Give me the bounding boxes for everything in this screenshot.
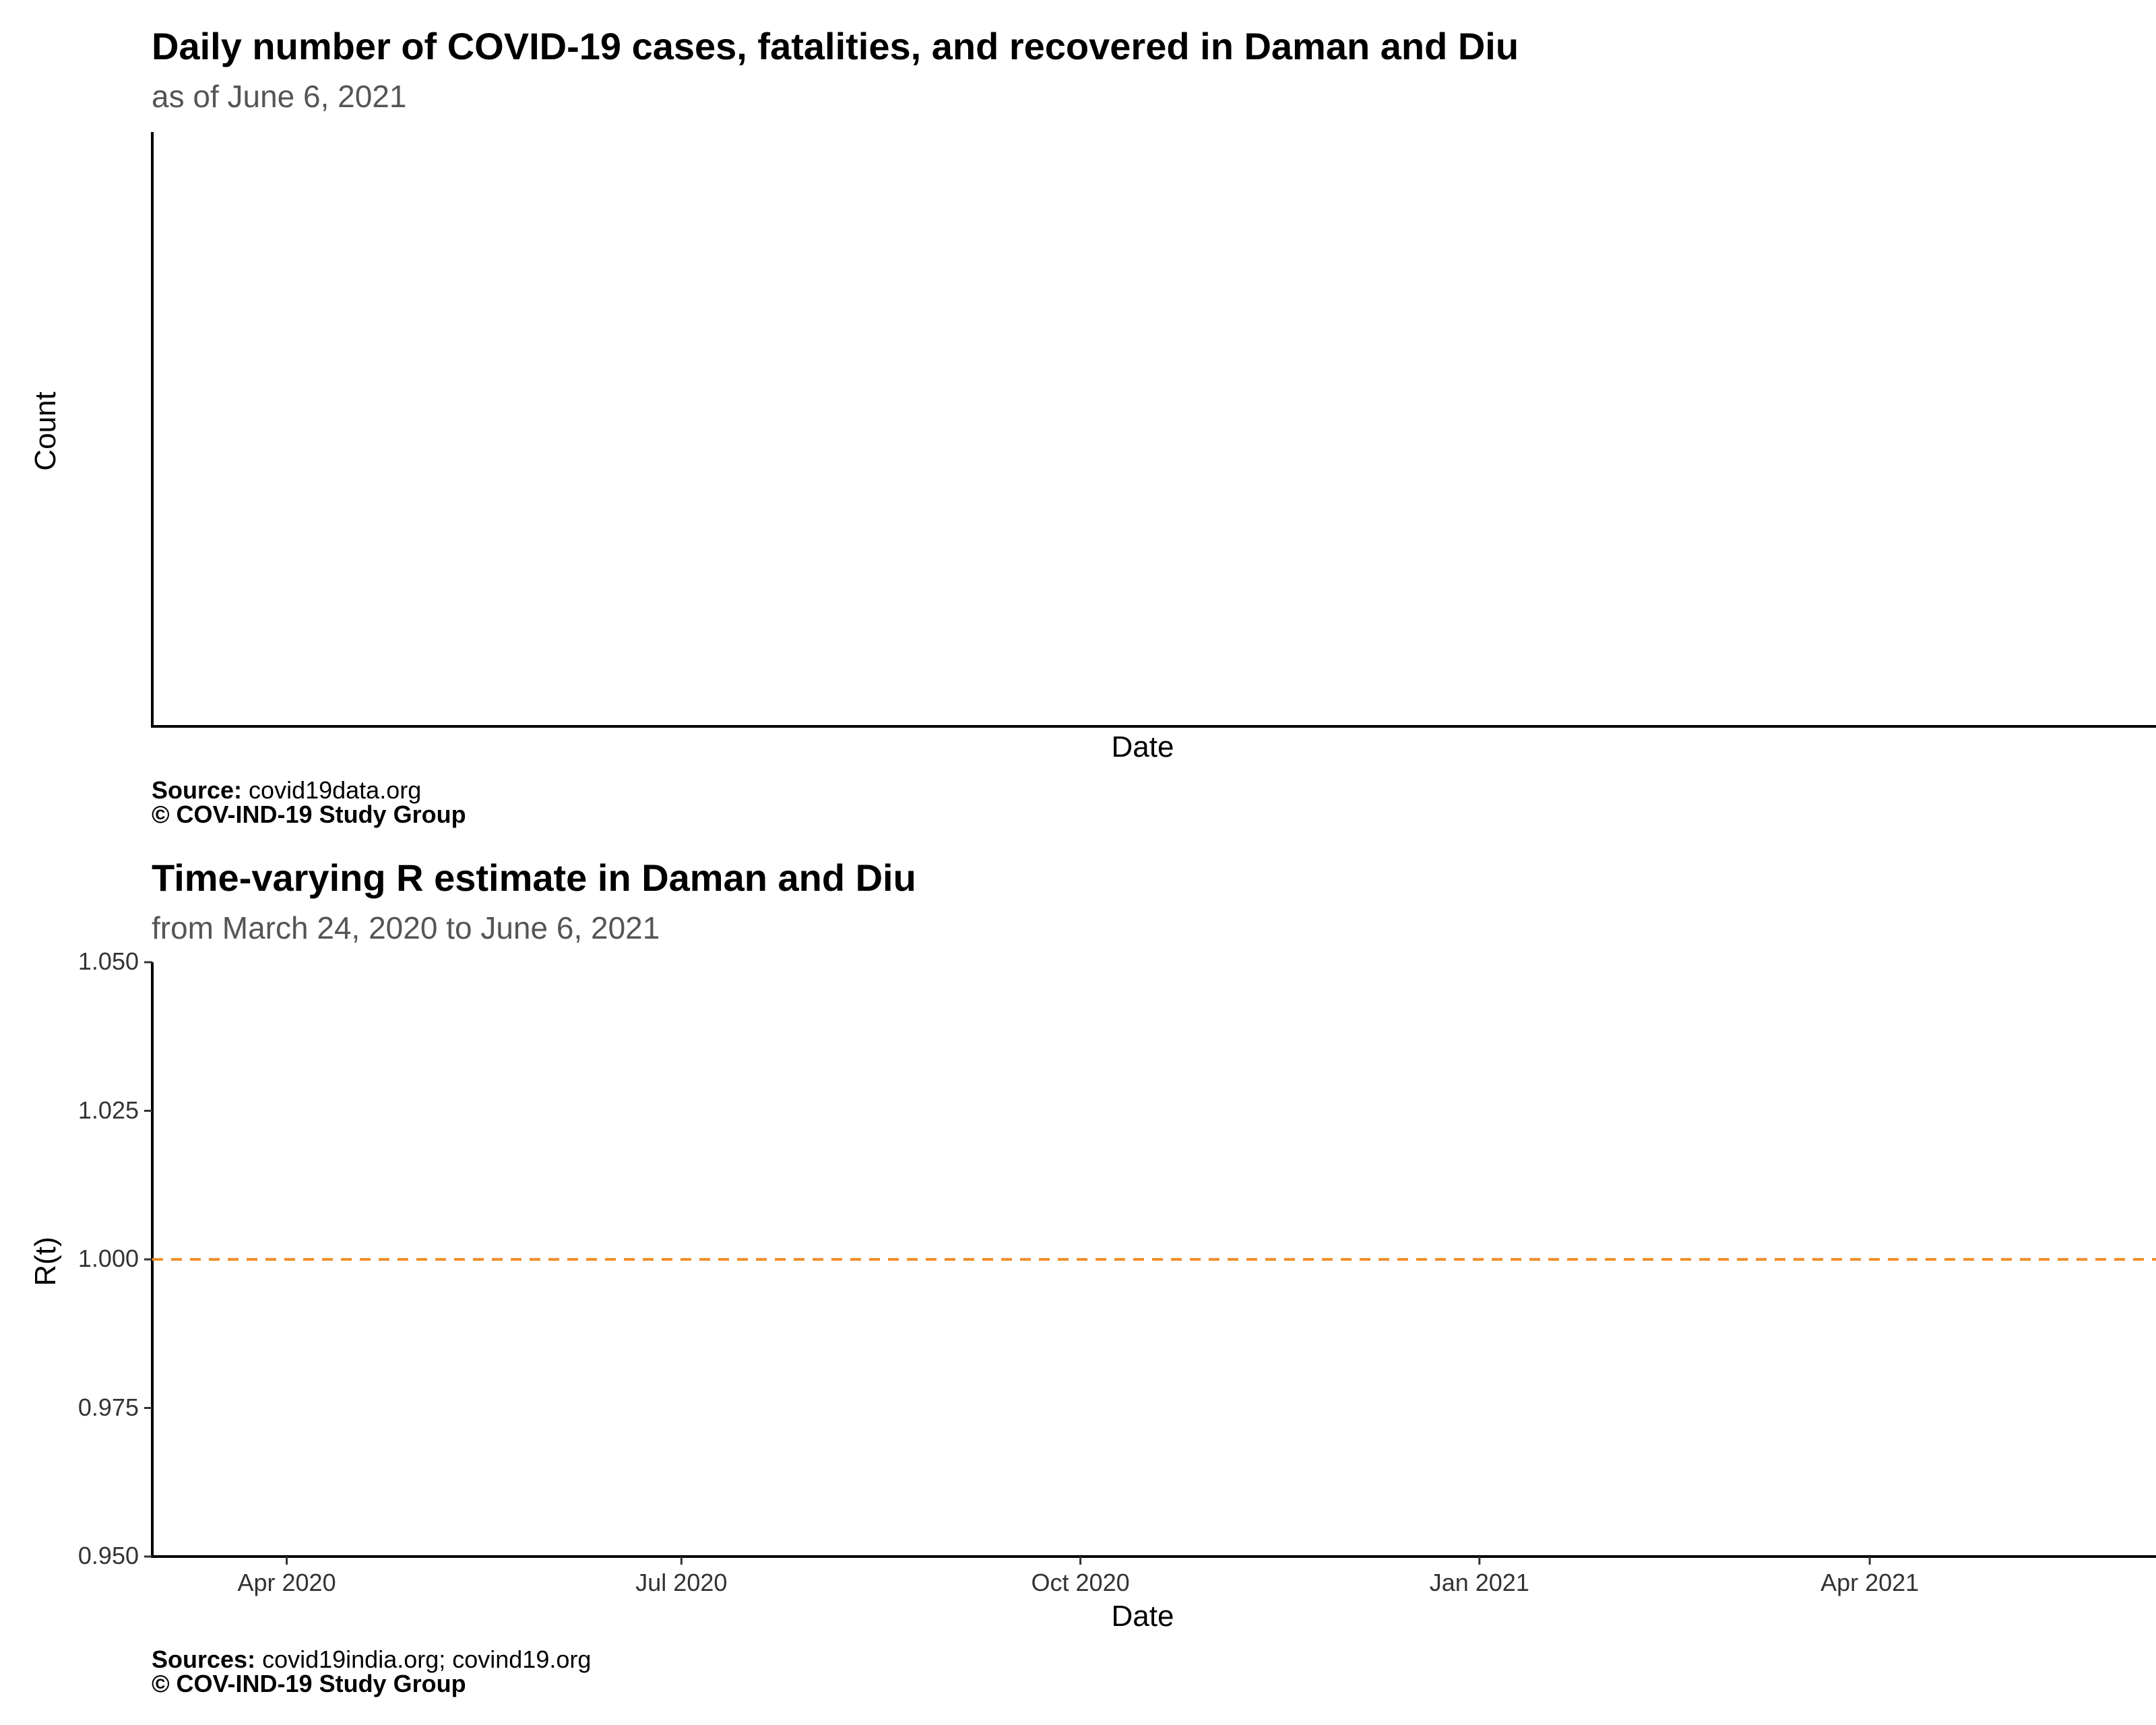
y-tick-label: 1.025 (77, 1096, 139, 1124)
chart1-copyright: © COV-IND-19 Study Group (152, 801, 466, 828)
chart2-source-caption: Sources: covid19india.org; covind19.org (152, 1645, 591, 1674)
x-tick-label: Oct 2020 (1031, 1569, 1130, 1596)
chart2-title: Time-varying R estimate in Daman and Diu (152, 856, 916, 899)
chart2-source-label: Sources: (152, 1645, 256, 1673)
chart1-source-label: Source: (152, 776, 243, 804)
chart1-subtitle: as of June 6, 2021 (152, 79, 407, 114)
y-tick-label: 0.975 (77, 1393, 139, 1421)
y-tick-label: 1.000 (77, 1245, 139, 1272)
x-tick-label: Apr 2020 (237, 1569, 336, 1596)
chart1-source-text: covid19data.org (242, 776, 422, 804)
chart2-copyright: © COV-IND-19 Study Group (152, 1670, 466, 1697)
chart2-subtitle: from March 24, 2020 to June 6, 2021 (152, 910, 660, 945)
chart2-x-axis-title: Date (1111, 1600, 1174, 1633)
chart2-source-text: covid19india.org; covind19.org (255, 1645, 592, 1673)
x-tick-label: Apr 2021 (1820, 1569, 1920, 1596)
chart1-title: Daily number of COVID-19 cases, fataliti… (152, 25, 1519, 67)
y-tick-label: 0.950 (77, 1542, 139, 1569)
x-tick-label: Jul 2020 (635, 1569, 728, 1596)
y-tick-label: 1.050 (77, 947, 139, 975)
x-tick-label: Jan 2021 (1429, 1569, 1529, 1596)
chart1-x-axis-title: Date (1111, 730, 1174, 763)
chart1-source-caption: Source: covid19data.org (152, 776, 421, 805)
